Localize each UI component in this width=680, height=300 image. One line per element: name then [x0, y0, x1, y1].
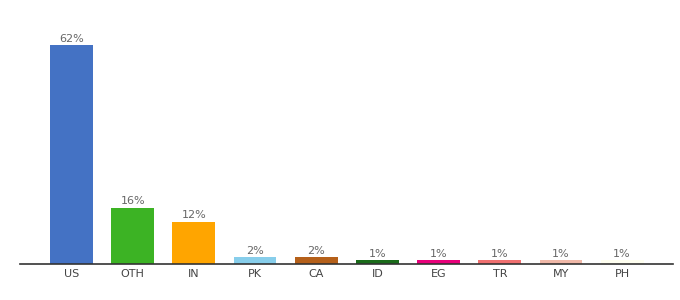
Bar	[112, 208, 154, 264]
Text: 2%: 2%	[246, 245, 264, 256]
Bar	[539, 260, 582, 264]
Text: 2%: 2%	[307, 245, 325, 256]
Text: 12%: 12%	[182, 210, 206, 220]
Text: 1%: 1%	[369, 249, 386, 259]
Text: 1%: 1%	[491, 249, 509, 259]
Text: 62%: 62%	[59, 34, 84, 44]
Bar	[295, 257, 338, 264]
Text: 1%: 1%	[613, 249, 631, 259]
Bar	[600, 260, 643, 264]
Bar	[234, 257, 277, 264]
Bar	[478, 260, 521, 264]
Bar	[356, 260, 398, 264]
Bar	[173, 222, 216, 264]
Text: 1%: 1%	[430, 249, 447, 259]
Bar	[417, 260, 460, 264]
Text: 16%: 16%	[120, 196, 145, 206]
Bar	[50, 45, 93, 264]
Text: 1%: 1%	[552, 249, 570, 259]
